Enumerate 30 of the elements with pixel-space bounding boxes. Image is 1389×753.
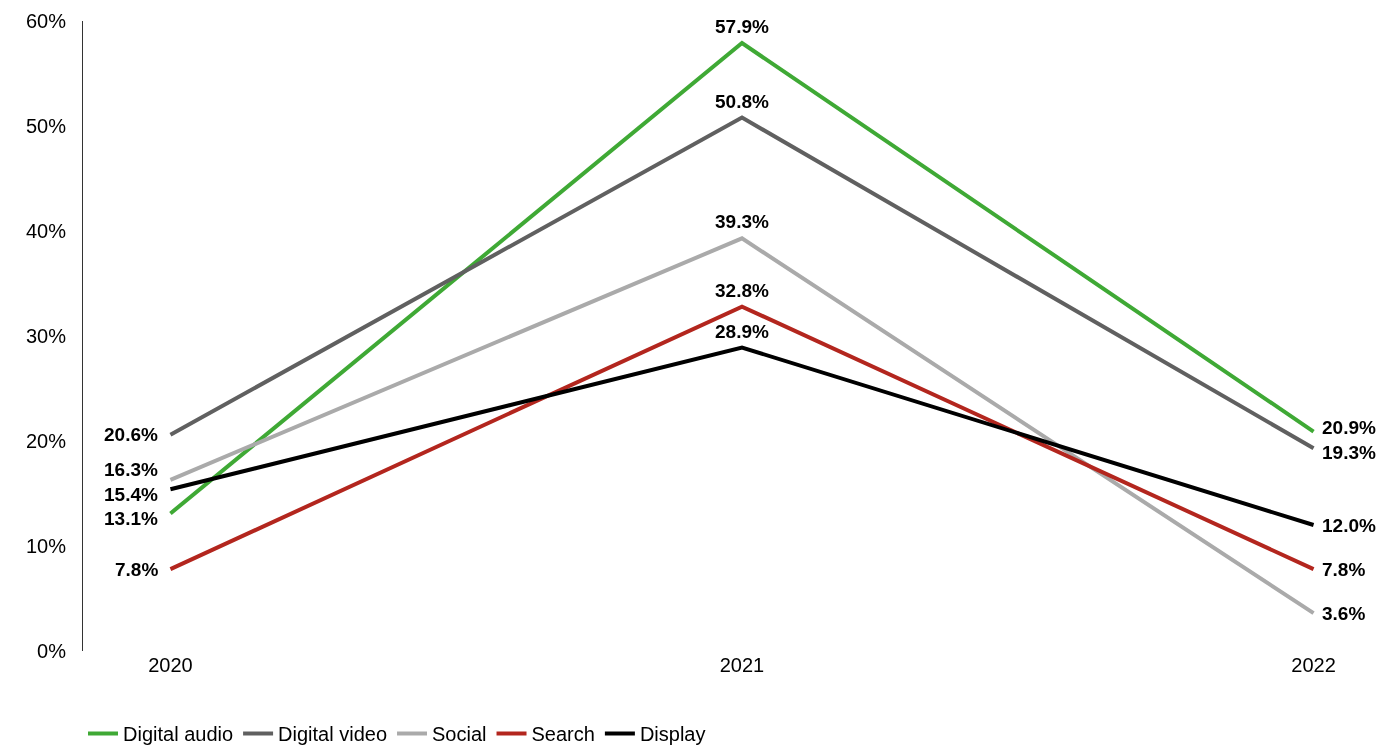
legend-label: Digital video <box>278 723 388 746</box>
data-label: 13.1% <box>104 508 158 529</box>
legend-label: Social <box>432 723 487 746</box>
data-label: 12.0% <box>1322 515 1376 536</box>
x-tick-label: 2022 <box>1291 654 1336 676</box>
legend-label: Display <box>639 723 706 746</box>
data-label: 3.6% <box>1322 603 1366 624</box>
data-label: 20.9% <box>1322 417 1376 438</box>
data-label: 28.9% <box>715 321 769 342</box>
data-label: 20.6% <box>104 424 158 445</box>
y-tick-label: 60% <box>25 10 67 32</box>
x-tick-label: 2021 <box>719 654 765 676</box>
data-label: 7.8% <box>115 559 159 580</box>
data-label: 50.8% <box>715 91 769 112</box>
data-label: 39.3% <box>715 211 769 232</box>
data-label: 16.3% <box>104 459 158 480</box>
x-tick-label: 2020 <box>148 654 193 676</box>
y-tick-label: 10% <box>25 535 67 557</box>
legend-label: Digital audio <box>123 723 234 746</box>
y-tick-label: 50% <box>25 115 67 137</box>
data-label: 15.4% <box>104 484 158 505</box>
y-tick-label: 20% <box>25 430 67 452</box>
data-label: 19.3% <box>1322 442 1376 463</box>
y-tick-label: 40% <box>25 220 67 242</box>
y-tick-label: 30% <box>25 325 67 347</box>
data-label: 32.8% <box>715 280 769 301</box>
data-label: 7.8% <box>1322 559 1366 580</box>
data-label: 57.9% <box>715 16 769 37</box>
y-tick-label: 0% <box>37 640 67 662</box>
legend-label: Search <box>531 723 595 746</box>
